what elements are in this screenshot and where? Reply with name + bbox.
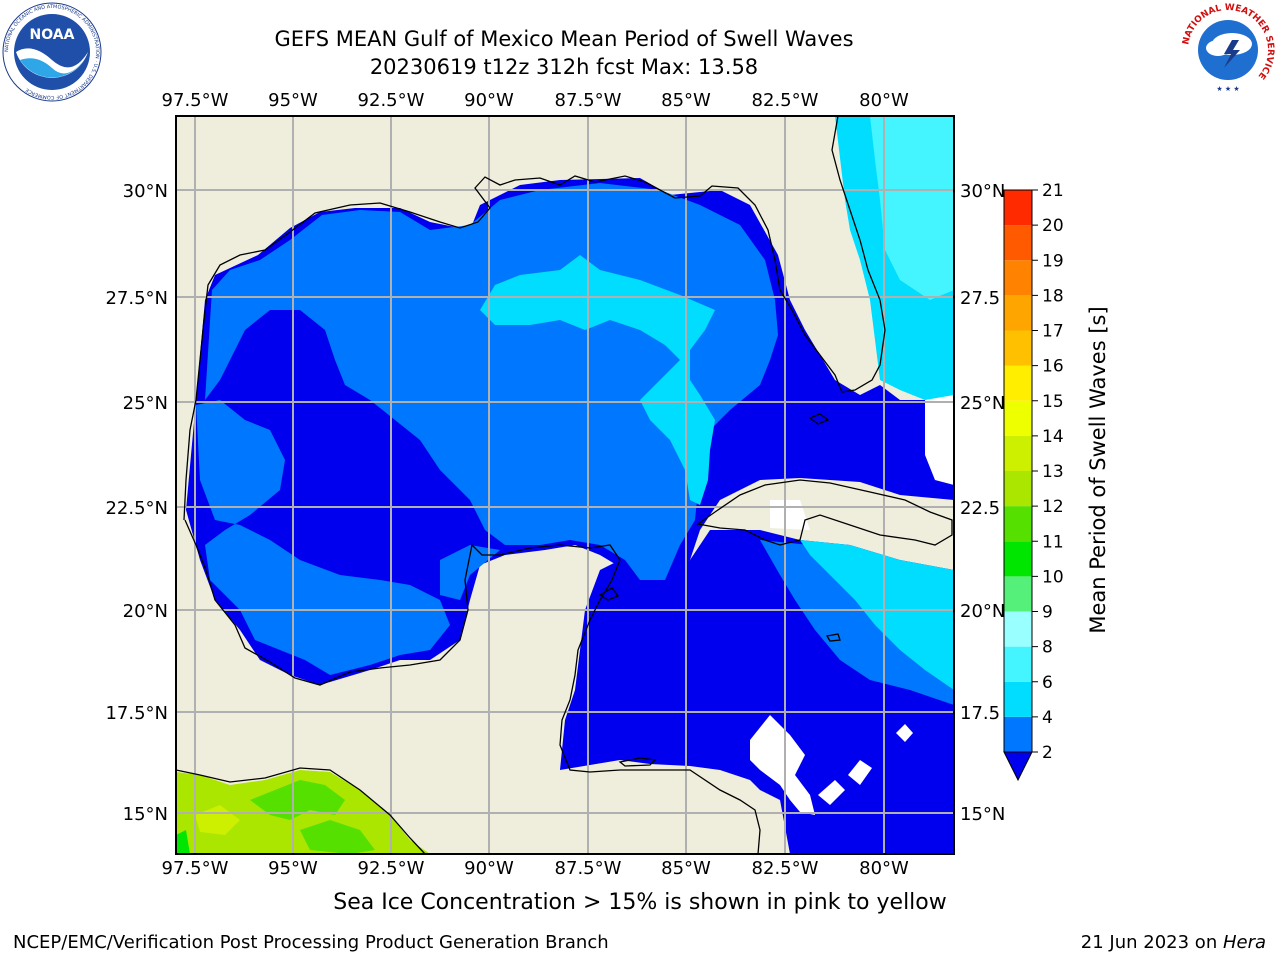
lat-tick-right: 15°N [960, 804, 1005, 825]
lat-tick-left: 27.5°N [105, 288, 168, 309]
lat-tick-left: 17.5°N [105, 703, 168, 724]
colorbar-tick-label: 14 [1042, 427, 1064, 447]
colorbar-swatch [1004, 506, 1032, 542]
chart-subtitle: 20230619 t12z 312h fcst Max: 13.58 [369, 55, 759, 79]
colorbar-swatch [1004, 576, 1032, 612]
colorbar-tick-label: 13 [1042, 462, 1064, 482]
missing-data-patch [925, 395, 954, 485]
colorbar-swatch [1004, 400, 1032, 436]
lon-tick-bottom: 92.5°W [358, 858, 425, 879]
missing-data-patch [818, 780, 845, 805]
lat-tick-left: 15°N [123, 804, 168, 825]
colorbar-swatch [1004, 260, 1032, 296]
colorbar-extend-arrow [1003, 751, 1033, 782]
lon-labels-top: 97.5°W 95°W 92.5°W 90°W 87.5°W 85°W 82.5… [162, 90, 909, 111]
lat-tick-right: 27.5 [960, 288, 1000, 309]
colorbar-swatch [1004, 190, 1032, 226]
colorbar-tick-label: 8 [1042, 638, 1053, 658]
colorbar-swatch [1004, 646, 1032, 682]
colorbar-swatch [1004, 295, 1032, 331]
colorbar-tick-label: 11 [1042, 532, 1064, 552]
noaa-logo-text: NOAA [30, 27, 75, 43]
missing-data-patch [750, 715, 815, 815]
lon-tick-top: 97.5°W [162, 90, 229, 111]
colorbar-swatch [1004, 541, 1032, 577]
noaa-logo: NATIONAL OCEANIC AND ATMOSPHERIC ADMINIS… [2, 2, 102, 102]
colorbar-tick-label: 20 [1042, 216, 1064, 236]
colorbar-swatch [1004, 471, 1032, 507]
missing-data-patch [848, 760, 872, 785]
lat-tick-right: 25°N [960, 393, 1005, 414]
lon-tick-bottom: 85°W [661, 858, 711, 879]
colorbar-tick-label: 10 [1042, 567, 1064, 587]
colorbar-tick-label: 19 [1042, 251, 1064, 271]
colorbar-tick-label: 21 [1042, 181, 1064, 201]
lon-tick-top: 82.5°W [752, 90, 819, 111]
lat-tick-left: 20°N [123, 601, 168, 622]
nws-logo: NATIONAL WEATHER SERVICE ★ ★ ★ [1180, 2, 1276, 98]
pacific-swell-patch [300, 820, 375, 854]
lat-tick-left: 25°N [123, 393, 168, 414]
lon-tick-top: 92.5°W [358, 90, 425, 111]
colorbar-tick-label: 16 [1042, 357, 1064, 377]
pacific-swell-patch [250, 780, 345, 820]
lon-tick-bottom: 80°W [859, 858, 909, 879]
colorbar-tick-label: 9 [1042, 603, 1053, 623]
lon-tick-top: 80°W [859, 90, 909, 111]
lon-tick-top: 87.5°W [555, 90, 622, 111]
map-grid [176, 116, 954, 854]
nws-stars-icon: ★ ★ ★ [1216, 85, 1239, 93]
colorbar-tick-label: 12 [1042, 497, 1064, 517]
atlantic-light-region [870, 116, 954, 300]
gulf-mid-south-region [440, 545, 500, 600]
colorbar-tick-label: 6 [1042, 673, 1053, 693]
colorbar-swatch [1004, 435, 1032, 471]
lon-tick-bottom: 97.5°W [162, 858, 229, 879]
colorbar-tick-label: 18 [1042, 286, 1064, 306]
lon-tick-top: 85°W [661, 90, 711, 111]
coastlines [176, 116, 953, 854]
colorbar-tick-label: 17 [1042, 322, 1064, 342]
lon-tick-top: 95°W [268, 90, 318, 111]
gulf-mid-west-region [196, 400, 450, 675]
lat-tick-right: 22.5 [960, 498, 1000, 519]
lat-tick-right: 20°N [960, 601, 1005, 622]
chart-title: GEFS MEAN Gulf of Mexico Mean Period of … [274, 27, 854, 51]
footer-date-text: 21 Jun 2023 on [1080, 932, 1223, 953]
colorbar-swatch [1004, 611, 1032, 647]
caribbean-light-region [800, 540, 954, 690]
lat-tick-right: 17.5 [960, 703, 1000, 724]
colorbar-tick-label: 4 [1042, 708, 1053, 728]
lon-tick-bottom: 90°W [464, 858, 514, 879]
footer-host: Hera [1222, 932, 1266, 953]
colorbar-swatch [1004, 681, 1032, 717]
colorbar-swatch [1004, 365, 1032, 401]
pacific-swell-patch [176, 830, 190, 854]
lat-tick-right: 30°N [960, 181, 1005, 202]
footer-date: 21 Jun 2023 on Hera [1081, 932, 1266, 953]
colorbar-swatch [1004, 225, 1032, 261]
footer-credit: NCEP/EMC/Verification Post Processing Pr… [13, 932, 609, 953]
lat-labels-left: 30°N 27.5°N 25°N 22.5°N 20°N 17.5°N 15°N [105, 181, 168, 825]
missing-data-patch [896, 724, 913, 742]
colorbar-swatch [1004, 716, 1032, 752]
lon-tick-top: 90°W [464, 90, 514, 111]
ice-note: Sea Ice Concentration > 15% is shown in … [333, 890, 947, 915]
colorbar: 2 4 6 8 9 10 11 12 13 14 15 16 17 18 19 20 21 [1003, 181, 1064, 782]
gulf-cyan-band [480, 255, 715, 505]
colorbar-label: Mean Period of Swell Waves [s] [1086, 306, 1110, 634]
lon-labels-bottom: 97.5°W 95°W 92.5°W 90°W 87.5°W 85°W 82.5… [162, 858, 909, 879]
lon-tick-bottom: 87.5°W [555, 858, 622, 879]
lat-tick-left: 22.5°N [105, 498, 168, 519]
lon-tick-bottom: 82.5°W [752, 858, 819, 879]
lon-tick-bottom: 95°W [268, 858, 318, 879]
lat-labels-right: 30°N 27.5 25°N 22.5 20°N 17.5 15°N [960, 181, 1005, 825]
colorbar-tick-label: 15 [1042, 392, 1064, 412]
colorbar-tick-label: 2 [1042, 743, 1053, 763]
lat-tick-left: 30°N [123, 181, 168, 202]
colorbar-swatch [1004, 330, 1032, 366]
